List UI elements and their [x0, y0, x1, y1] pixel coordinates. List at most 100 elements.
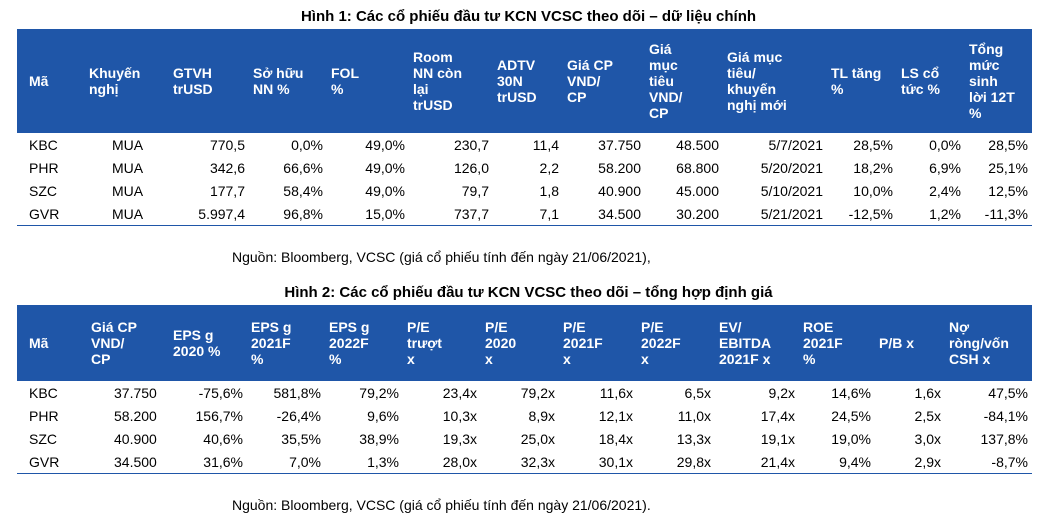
table-cell: 48.500 — [676, 136, 719, 153]
column-header: ADTV 30N trUSD — [497, 57, 537, 105]
table-cell: -75,6% — [198, 384, 243, 401]
table-cell: 342,6 — [209, 159, 245, 176]
table-cell: 11,0x — [677, 407, 711, 424]
column-header: Giá CP VND/CP — [567, 57, 613, 105]
table-cell: SZC — [29, 182, 57, 199]
table-cell: -12,5% — [827, 202, 897, 226]
table-cell: 10,0% — [853, 182, 893, 199]
table-cell: 5/21/2021 — [723, 202, 827, 226]
table-cell: PHR — [29, 159, 59, 176]
column-header: Tổng mức sinh lời 12T% — [969, 41, 1015, 121]
table-cell: 31,6% — [169, 450, 247, 474]
table-cell: 45.000 — [676, 182, 719, 199]
table-row: SZC MUA 177,7 58,4% 49,0% 79,7 1,8 40.900 45.000… — [17, 179, 1032, 202]
table-cell: 7,0% — [247, 450, 325, 474]
table-cell: SZC — [29, 430, 57, 447]
table-row: GVR MUA 5.997,4 96,8% 15,0% 737,7 7,1 34.500 30.… — [17, 202, 1032, 226]
table-cell: 10,3x — [442, 407, 477, 424]
column-header: GTVH trUSD — [173, 65, 213, 97]
column-header: Nợ ròng/vốn CSH x — [949, 319, 1009, 367]
table-cell: 14,6% — [831, 384, 871, 401]
table-cell: 6,5x — [684, 384, 711, 401]
table-cell: 2,9x — [875, 450, 945, 474]
column-header: LS cổ tức % — [901, 65, 940, 97]
table-cell: 2,2 — [539, 159, 559, 176]
table-cell: 770,5 — [209, 136, 245, 153]
table-cell: MUA — [112, 136, 144, 153]
table-cell: GVR — [17, 202, 85, 226]
table-cell: 29,8x — [637, 450, 715, 474]
table-cell: 7,1 — [493, 202, 563, 226]
table-cell: 49,0% — [365, 182, 405, 199]
table-cell: 1,2% — [897, 202, 965, 226]
table-cell: 58,4% — [283, 182, 323, 199]
table-cell: 28,5% — [988, 136, 1028, 153]
table-cell: 126,0 — [453, 159, 489, 176]
table-cell: 6,9% — [929, 159, 961, 176]
table-cell: 0,0% — [929, 136, 961, 153]
table-cell: -84,1% — [983, 407, 1028, 424]
valuation-table: Mã Giá CP VND/CP EPS g 2020 % EPS g 2021F% EPS … — [17, 305, 1032, 474]
column-header: P/B x — [879, 335, 915, 351]
table-cell: 24,5% — [831, 407, 871, 424]
table-cell: 17,4x — [760, 407, 795, 424]
table2-caption: Hình 2: Các cổ phiếu đầu tư KCN VCSC the… — [284, 284, 773, 301]
table-cell: 137,8% — [980, 430, 1028, 447]
table-cell: 96,8% — [249, 202, 327, 226]
table-cell: 11,6x — [599, 384, 633, 401]
table-cell: 0,0% — [291, 136, 323, 153]
table-cell: 581,8% — [273, 384, 321, 401]
column-header: FOL% — [331, 65, 359, 97]
table-cell: 9,6% — [367, 407, 399, 424]
column-header: EV/EBITDA 2021F x — [719, 319, 772, 367]
table-cell: 1,8 — [539, 182, 559, 199]
table-cell: 37.750 — [114, 384, 157, 401]
table-cell: 18,2% — [853, 159, 893, 176]
table-cell: 9,2x — [768, 384, 795, 401]
table-cell: 18,4x — [598, 430, 633, 447]
table-cell: MUA — [85, 202, 169, 226]
table1-source: Nguồn: Bloomberg, VCSC (giá cổ phiếu tín… — [232, 249, 651, 265]
header-row: Mã Khuyến nghị GTVH trUSD Sở hữu NN % FOL% Room N… — [17, 29, 1032, 133]
column-header: Room NN còn lại trUSD — [413, 49, 462, 113]
column-header: Mã — [29, 335, 49, 351]
table-cell: -26,4% — [276, 407, 321, 424]
table-cell: 58.200 — [114, 407, 157, 424]
table-cell: 13,3x — [676, 430, 711, 447]
table-cell: KBC — [29, 384, 58, 401]
column-header: Giá CP VND/CP — [91, 319, 137, 367]
table-row: KBC MUA 770,5 0,0% 49,0% 230,7 11,4 37.750 48.50… — [17, 133, 1032, 156]
table-row: PHR 58.200 156,7% -26,4% 9,6% 10,3x 8,9x 12,1x 1… — [17, 404, 1032, 427]
table-cell: 12,1x — [598, 407, 633, 424]
table-cell: KBC — [29, 136, 58, 153]
column-header: P/E 2022F x — [641, 319, 681, 367]
table-cell: MUA — [112, 182, 144, 199]
table-cell: 3,0x — [914, 430, 941, 447]
table-row: GVR 34.500 31,6% 7,0% 1,3% 28,0x 32,3x 30,1x 29,… — [17, 450, 1032, 474]
table-cell: 37.750 — [598, 136, 641, 153]
table-cell: 40.900 — [598, 182, 641, 199]
column-header: ROE 2021F% — [803, 319, 843, 367]
table-cell: 2,5x — [914, 407, 941, 424]
table-cell: 30,1x — [559, 450, 637, 474]
table-cell: 5/20/2021 — [760, 159, 823, 176]
column-header: P/E 2021F x — [563, 319, 603, 367]
table-cell: 66,6% — [283, 159, 323, 176]
table-cell: 9,4% — [799, 450, 875, 474]
table-cell: 34.500 — [87, 450, 169, 474]
column-header: Khuyến nghị — [89, 65, 141, 97]
table-cell: 58.200 — [598, 159, 641, 176]
column-header: P/E trượt x — [407, 319, 442, 367]
column-header: Sở hữu NN % — [253, 65, 304, 97]
table-cell: -11,3% — [965, 202, 1032, 226]
column-header: EPS g 2021F% — [251, 319, 292, 367]
table-cell: 40,6% — [203, 430, 243, 447]
table-cell: 79,2% — [359, 384, 399, 401]
column-header: Giá mục tiêu/khuyến nghị mới — [727, 49, 787, 113]
table-cell: MUA — [112, 159, 144, 176]
table-cell: 68.800 — [676, 159, 719, 176]
table-cell: 49,0% — [365, 136, 405, 153]
table-cell: GVR — [17, 450, 87, 474]
table-cell: 40.900 — [114, 430, 157, 447]
table-cell: 23,4x — [442, 384, 477, 401]
